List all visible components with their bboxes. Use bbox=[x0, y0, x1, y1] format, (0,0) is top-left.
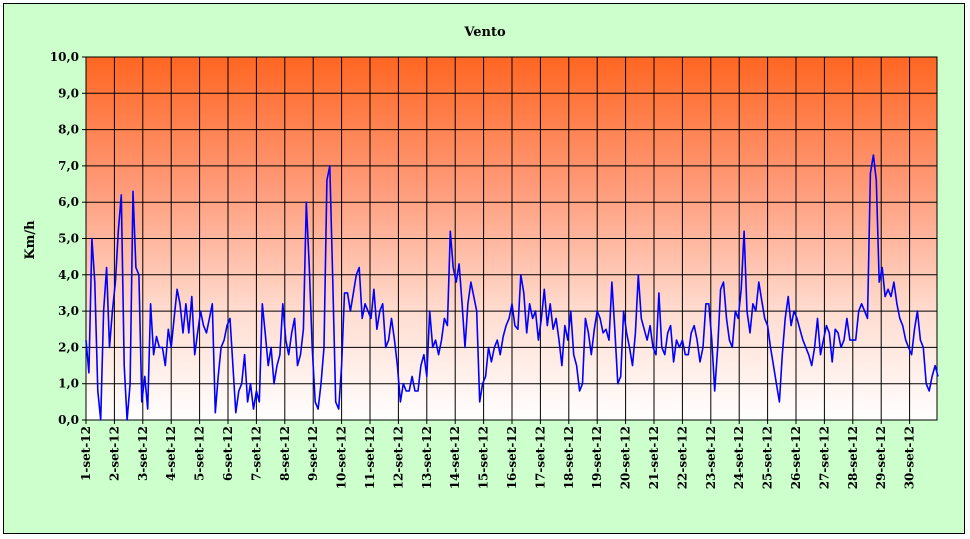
x-tick-label: 10-set-12 bbox=[335, 426, 349, 489]
x-tick-label: 21-set-12 bbox=[647, 426, 661, 489]
x-tick-label: 27-set-12 bbox=[817, 426, 831, 489]
x-tick-label: 19-set-12 bbox=[590, 426, 604, 489]
x-tick-label: 23-set-12 bbox=[704, 426, 718, 489]
chart-area: Vento Km/h 0,0 1,0 2,0 3,0 4,0 5,0 6,0 7,0 8,0 9,… bbox=[3, 3, 965, 534]
y-tick-label: 0,0 bbox=[58, 413, 79, 427]
x-tick-label: 16-set-12 bbox=[505, 426, 519, 489]
x-tick-label: 2-set-12 bbox=[107, 426, 121, 481]
x-tick-label: 26-set-12 bbox=[789, 426, 803, 489]
y-tick-label: 2,0 bbox=[58, 340, 79, 354]
x-tick-label: 22-set-12 bbox=[675, 426, 689, 489]
x-tick-label: 3-set-12 bbox=[136, 426, 150, 481]
series-line bbox=[85, 154, 939, 421]
y-tick-label: 9,0 bbox=[58, 86, 79, 100]
x-tick-label: 6-set-12 bbox=[221, 426, 235, 481]
x-tick-label: 11-set-12 bbox=[363, 426, 377, 489]
x-tick-label: 5-set-12 bbox=[193, 426, 207, 481]
x-tick-label: 20-set-12 bbox=[619, 426, 633, 489]
x-tick-label: 25-set-12 bbox=[761, 426, 775, 489]
x-tick-label: 14-set-12 bbox=[448, 426, 462, 489]
grid-lines bbox=[86, 56, 937, 421]
y-tick-label: 10,0 bbox=[50, 50, 79, 64]
y-tick-label: 3,0 bbox=[58, 304, 79, 318]
x-tick-label: 1-set-12 bbox=[79, 426, 93, 481]
y-tick-label: 1,0 bbox=[58, 377, 79, 391]
x-tick-label: 29-set-12 bbox=[874, 426, 888, 489]
x-tick-label: 28-set-12 bbox=[846, 426, 860, 489]
y-tick-label: 8,0 bbox=[58, 123, 79, 137]
x-tick-label: 7-set-12 bbox=[249, 426, 263, 481]
x-axis: 1-set-12 2-set-12 3-set-12 4-set-12 5-set-12… bbox=[79, 420, 917, 489]
x-tick-label: 17-set-12 bbox=[533, 426, 547, 489]
y-tick-label: 6,0 bbox=[58, 195, 79, 209]
x-tick-label: 30-set-12 bbox=[903, 426, 917, 489]
x-tick-label: 4-set-12 bbox=[164, 426, 178, 481]
x-tick-label: 13-set-12 bbox=[420, 426, 434, 489]
x-tick-label: 24-set-12 bbox=[732, 426, 746, 489]
x-tick-label: 9-set-12 bbox=[306, 426, 320, 481]
y-axis: 0,0 1,0 2,0 3,0 4,0 5,0 6,0 7,0 8,0 9,0 10,0 bbox=[50, 50, 86, 427]
y-axis-label: Km/h bbox=[23, 220, 38, 260]
chart-title: Vento bbox=[463, 25, 506, 40]
y-tick-label: 5,0 bbox=[58, 232, 79, 246]
x-tick-label: 8-set-12 bbox=[278, 426, 292, 481]
y-tick-label: 7,0 bbox=[58, 159, 79, 173]
x-tick-label: 12-set-12 bbox=[391, 426, 405, 489]
x-tick-label: 15-set-12 bbox=[477, 426, 491, 489]
x-tick-label: 18-set-12 bbox=[562, 426, 576, 489]
y-tick-label: 4,0 bbox=[58, 268, 79, 282]
wind-chart: Vento Km/h 0,0 1,0 2,0 3,0 4,0 5,0 6,0 7,0 8,0 9,… bbox=[23, 25, 939, 489]
series-layer bbox=[85, 154, 939, 421]
